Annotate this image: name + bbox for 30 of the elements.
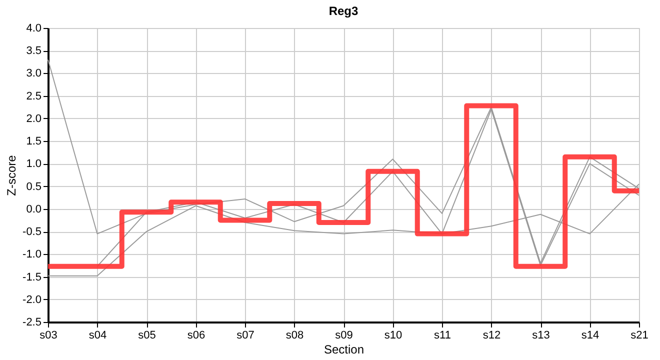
x-tick-label: s11 bbox=[434, 330, 451, 342]
x-tick-label: s06 bbox=[187, 330, 206, 342]
y-tick-label: -0.5 bbox=[22, 226, 42, 238]
x-tick-label: s13 bbox=[532, 330, 550, 342]
y-tick-label: -1.5 bbox=[22, 271, 42, 284]
x-tick-label: s21 bbox=[630, 330, 648, 342]
chart-title: Reg3 bbox=[328, 4, 358, 18]
x-tick-label: s14 bbox=[581, 330, 600, 342]
x-axis-title: Section bbox=[324, 342, 364, 356]
x-tick-label: s03 bbox=[40, 330, 58, 342]
x-tick-label: s04 bbox=[88, 330, 107, 342]
y-tick-label: 0.5 bbox=[26, 180, 42, 193]
x-tick-label: s10 bbox=[384, 330, 402, 342]
x-tick-label: s09 bbox=[335, 330, 353, 342]
y-tick-label: 1.5 bbox=[26, 136, 42, 148]
y-tick-label: 2.0 bbox=[26, 112, 42, 125]
y-tick-label: 0.0 bbox=[26, 203, 42, 216]
y-tick-label: 2.5 bbox=[26, 90, 42, 102]
y-tick-label: -2.5 bbox=[22, 316, 42, 328]
y-tick-label: 3.0 bbox=[26, 68, 42, 80]
y-tick-label: 1.0 bbox=[26, 158, 42, 170]
y-tick-label: -2.0 bbox=[22, 294, 42, 306]
x-tick-label: s05 bbox=[138, 330, 156, 342]
x-tick-label: s08 bbox=[286, 330, 304, 342]
y-tick-label: 4.0 bbox=[26, 22, 42, 34]
y-tick-label: -1.0 bbox=[22, 248, 42, 261]
x-tick-label: s12 bbox=[482, 330, 501, 342]
y-tick-label: 3.5 bbox=[26, 45, 42, 58]
x-tick-label: s07 bbox=[236, 330, 254, 342]
y-axis-title: Z-score bbox=[4, 154, 19, 196]
